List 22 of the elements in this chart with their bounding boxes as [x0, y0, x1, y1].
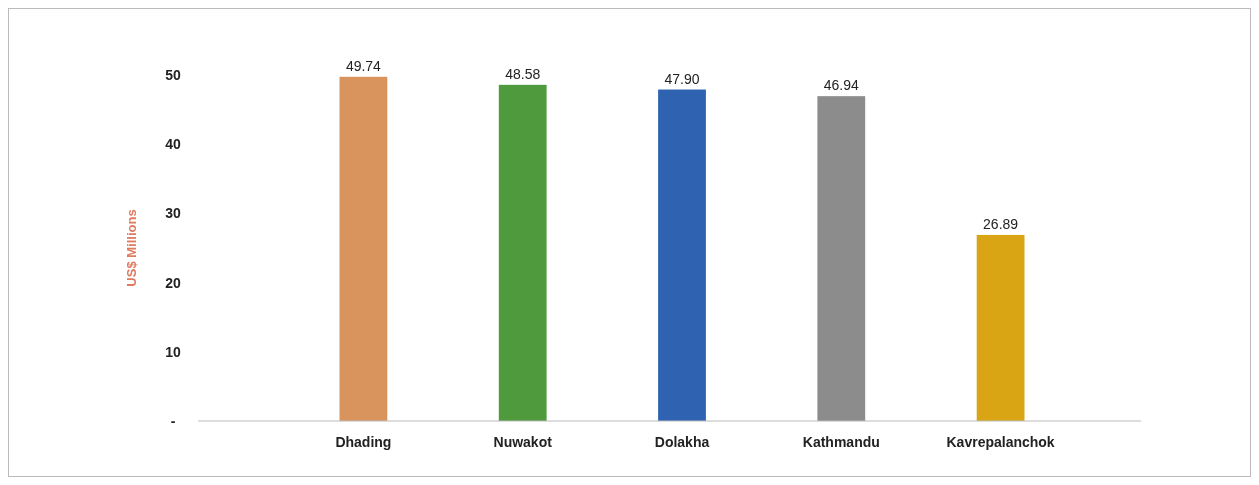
y-tick-label: - [170, 412, 176, 429]
y-tick-label: 40 [165, 136, 181, 153]
data-label: 48.58 [505, 65, 541, 82]
x-tick-label: Kavrepalanchok [946, 434, 1055, 450]
y-tick-label: 20 [165, 274, 181, 291]
bar [817, 96, 866, 421]
x-tick-label: Nuwakot [493, 434, 553, 450]
x-tick-label: Dhading [335, 434, 392, 450]
bar [339, 76, 388, 421]
x-tick-label: Kathmandu [802, 434, 880, 450]
y-tick-label: 30 [165, 205, 181, 222]
y-axis-title: US$ Millions [124, 209, 139, 287]
data-label: 47.90 [664, 70, 700, 87]
bar [976, 234, 1025, 421]
data-label: 26.89 [983, 215, 1019, 232]
data-label: 49.74 [345, 57, 382, 74]
data-label: 46.94 [823, 77, 860, 94]
bar [498, 84, 547, 421]
x-tick-label: Dolakha [654, 434, 710, 450]
y-tick-label: 50 [165, 66, 181, 83]
y-tick-label: 10 [165, 343, 181, 360]
bar [658, 89, 706, 421]
